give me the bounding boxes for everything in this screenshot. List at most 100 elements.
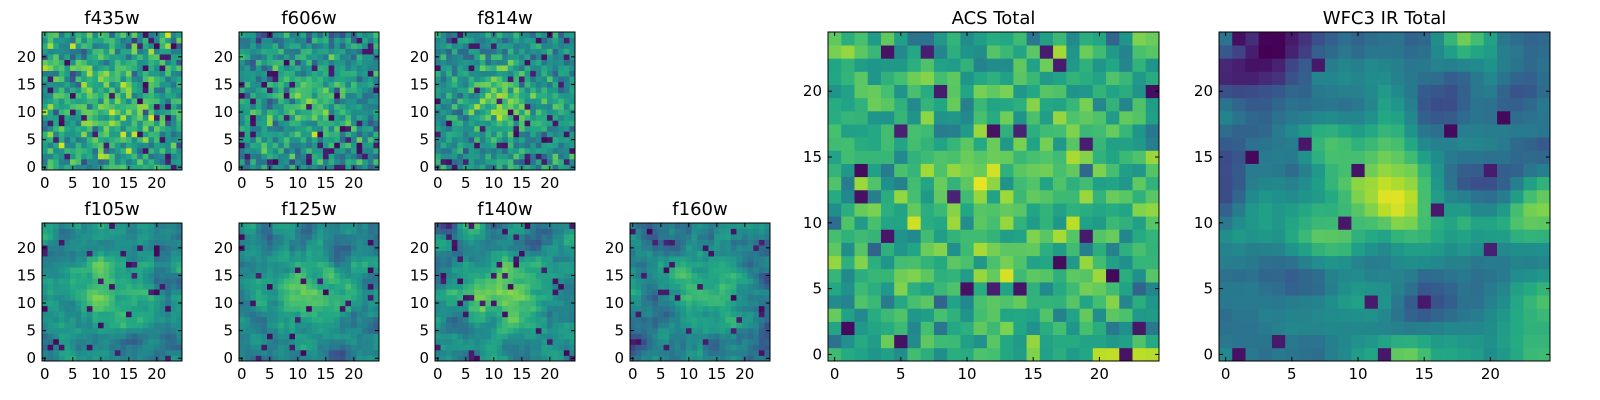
heatmap-cell — [828, 347, 842, 362]
heatmap-cell — [47, 120, 54, 127]
heatmap-cell — [742, 349, 748, 356]
heatmap-cell — [300, 344, 307, 351]
heatmap-cell — [502, 32, 509, 38]
heatmap-cell — [159, 147, 166, 154]
heatmap-cell — [468, 65, 475, 71]
heatmap-cell — [530, 228, 537, 235]
heatmap-cell — [345, 32, 352, 38]
heatmap-cell — [513, 272, 520, 279]
heatmap-cell — [131, 70, 138, 77]
heatmap-cell — [669, 327, 676, 334]
heatmap-cell — [764, 256, 771, 262]
heatmap-cell — [440, 59, 447, 66]
heatmap-cell — [541, 223, 548, 229]
heatmap-cell — [81, 37, 88, 44]
heatmap-cell — [126, 43, 132, 49]
heatmap-cell — [58, 245, 65, 251]
heatmap-cell — [947, 176, 961, 191]
heatmap-cell — [457, 239, 464, 246]
heatmap-cell — [658, 234, 664, 240]
heatmap-cell — [541, 98, 548, 105]
heatmap-cell — [86, 272, 93, 279]
heatmap-cell — [463, 333, 469, 340]
heatmap-cell — [114, 81, 121, 88]
heatmap-cell — [109, 103, 116, 110]
heatmap-cell — [680, 338, 687, 345]
heatmap-cell — [485, 32, 492, 38]
heatmap-cell — [98, 103, 104, 110]
heatmap-cell — [137, 125, 144, 132]
heatmap-cell — [1106, 347, 1120, 362]
heatmap-cell — [339, 305, 346, 312]
heatmap-cell — [491, 311, 497, 318]
heatmap-cell — [289, 59, 296, 66]
heatmap-cell — [362, 142, 369, 149]
heatmap-cell — [367, 267, 374, 274]
heatmap-cell — [339, 158, 346, 165]
heatmap-cell — [70, 272, 76, 279]
heatmap-cell — [558, 300, 565, 307]
heatmap-cell — [109, 98, 116, 105]
heatmap-cell — [569, 76, 576, 83]
heatmap-cell — [103, 239, 110, 246]
heatmap-cell — [81, 261, 88, 268]
heatmap-cell — [828, 295, 842, 309]
heatmap-cell — [630, 305, 636, 312]
heatmap-cell — [753, 261, 760, 268]
heatmap-cell — [345, 98, 352, 105]
heatmap-cell — [1066, 176, 1080, 191]
heatmap-cell — [753, 322, 760, 329]
heatmap-cell — [137, 344, 144, 351]
heatmap-cell — [126, 250, 132, 257]
heatmap-cell — [244, 147, 251, 154]
heatmap-cell — [47, 344, 54, 351]
heatmap-cell — [558, 223, 565, 229]
heatmap-cell — [126, 338, 132, 345]
heatmap-cell — [535, 311, 542, 318]
heatmap-cell — [53, 109, 60, 116]
heatmap-cell — [306, 158, 313, 165]
heatmap-cell — [641, 289, 648, 296]
heatmap-cell — [535, 239, 542, 246]
heatmap-cell — [719, 272, 726, 279]
heatmap-cell — [730, 294, 737, 301]
heatmap-cell — [86, 109, 93, 116]
heatmap-cell — [92, 311, 99, 318]
heatmap-cell — [58, 54, 65, 60]
heatmap-cell — [753, 234, 760, 240]
heatmap-cell — [239, 43, 245, 49]
heatmap-cell — [552, 87, 559, 94]
heatmap-cell — [547, 37, 553, 44]
heatmap-cell — [502, 316, 509, 323]
heatmap-cell — [519, 125, 525, 132]
heatmap-cell — [658, 344, 664, 351]
heatmap-cell — [137, 142, 144, 149]
heatmap-cell — [75, 103, 82, 110]
heatmap-cell — [42, 131, 48, 138]
heatmap-cell — [652, 327, 659, 334]
heatmap-cell — [58, 278, 65, 285]
axes-frame — [238, 222, 380, 362]
heatmap-cell — [86, 142, 93, 149]
heatmap-cell — [142, 32, 149, 38]
heatmap-cell — [1119, 321, 1133, 336]
heatmap-cell — [451, 333, 458, 340]
heatmap-cell — [154, 338, 160, 345]
heatmap-cell — [114, 305, 121, 312]
heatmap-cell — [524, 239, 531, 246]
heatmap-cell — [563, 103, 570, 110]
heatmap-cell — [317, 316, 324, 323]
heatmap-cell — [323, 158, 329, 165]
heatmap-cell — [137, 164, 144, 171]
heatmap-cell — [295, 250, 301, 257]
y-tick-label: 20 — [214, 239, 233, 257]
heatmap-cell — [103, 92, 110, 99]
heatmap-cell — [708, 267, 715, 274]
heatmap-cell — [255, 54, 262, 60]
heatmap-cell — [165, 43, 172, 49]
heatmap-cell — [680, 278, 687, 285]
heatmap-cell — [362, 87, 369, 94]
heatmap-cell — [295, 316, 301, 323]
heatmap-cell — [131, 278, 138, 285]
